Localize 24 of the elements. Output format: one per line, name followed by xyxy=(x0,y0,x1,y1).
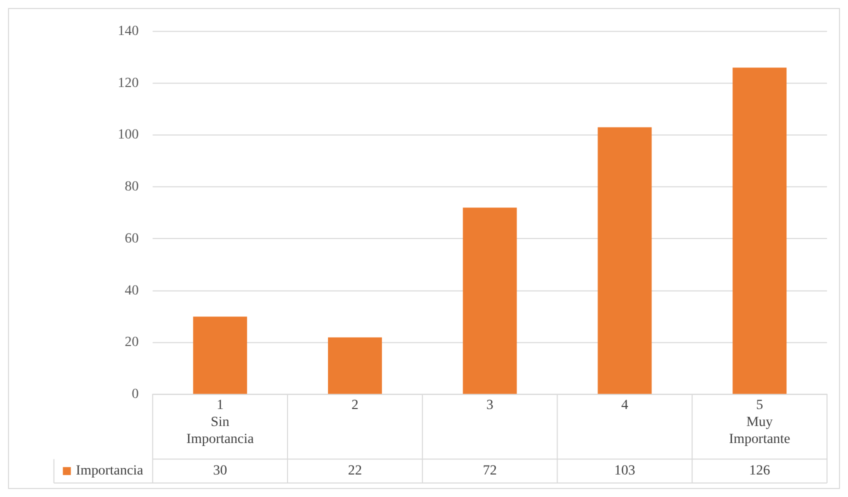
data-label: 72 xyxy=(482,464,497,479)
x-tick-label: 3 xyxy=(486,398,494,413)
y-tick-label: 60 xyxy=(124,231,139,246)
x-tick-label: 1 Sin Importancia xyxy=(186,398,254,447)
x-tick-label: 2 xyxy=(351,398,358,413)
x-tick-label: 5 Muy Importante xyxy=(728,398,790,447)
bar xyxy=(328,337,382,394)
data-label: 22 xyxy=(348,464,362,479)
y-tick-label: 0 xyxy=(132,387,139,402)
y-tick-label: 120 xyxy=(118,76,139,91)
bar xyxy=(193,316,248,394)
data-label: 126 xyxy=(749,464,770,479)
y-tick-label: 20 xyxy=(124,335,139,350)
y-tick-label: 140 xyxy=(118,24,139,39)
bar xyxy=(598,127,652,394)
y-tick-label: 40 xyxy=(124,283,139,298)
bar xyxy=(462,208,517,394)
data-label: 30 xyxy=(213,464,228,479)
y-tick-label: 100 xyxy=(118,128,139,143)
data-label: 103 xyxy=(614,464,636,479)
bar xyxy=(732,68,787,394)
x-tick-label: 4 xyxy=(621,398,628,413)
y-tick-label: 80 xyxy=(124,180,139,195)
legend-label: Importancia xyxy=(76,464,144,479)
